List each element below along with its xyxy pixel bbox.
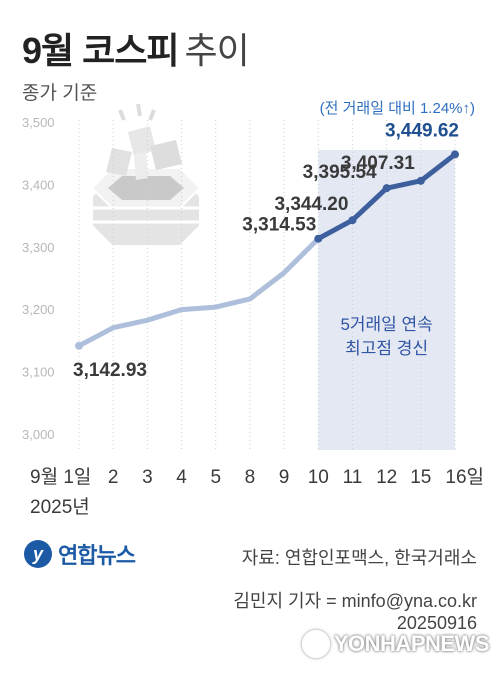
change-annotation: (전 거래일 대비 1.24%↑) <box>320 100 475 117</box>
data-label: 3,142.93 <box>73 360 147 381</box>
y-tick-label: 3,300 <box>22 240 55 255</box>
series-points <box>75 150 459 350</box>
credit-block: 김민지 기자 = minfo@yna.co.kr 20250916 <box>233 590 477 634</box>
money-box-icon <box>90 103 202 247</box>
chart-title: 9월 코스피 추이 <box>22 22 250 74</box>
data-labels: 3,142.93 3,314.533,344.20 3,395.543,407.31… <box>73 120 459 380</box>
logo-text: 연합뉴스 <box>58 543 136 568</box>
y-tick-label: 3,500 <box>22 115 55 130</box>
data-label: 3,344.20 <box>274 194 348 215</box>
data-point <box>416 176 425 185</box>
data-point <box>348 216 357 225</box>
series-line-before <box>76 236 321 349</box>
x-tick-label: 15 <box>410 467 431 488</box>
x-axis: 9월 1일 2 3 4 5 8 9 10 11 12 15 16일 2025년 <box>30 466 484 518</box>
x-year-label: 2025년 <box>30 496 90 518</box>
x-tick-label: 8 <box>245 467 256 488</box>
source-note: 자료: 연합인포맥스, 한국거래소 <box>241 548 477 568</box>
data-label: 3,407.31 <box>341 153 415 174</box>
x-tick-label: 11 <box>343 467 363 488</box>
watermark-logo-icon <box>301 630 330 658</box>
x-tick-label: 3 <box>142 467 153 488</box>
y-tick-label: 3,400 <box>22 177 55 192</box>
data-label: 3,449.62 <box>385 120 459 141</box>
data-label: 3,395.54 <box>303 162 377 183</box>
yonhap-logo: y 연합뉴스 <box>24 538 136 570</box>
y-tick-label: 3,000 <box>22 427 55 442</box>
x-tick-label: 9월 1일 <box>30 466 91 488</box>
x-tick-label: 4 <box>176 467 187 488</box>
chart-subtitle: 종가 기준 <box>22 83 98 104</box>
x-tick-label: 10 <box>308 467 329 488</box>
chart-grid <box>78 120 456 450</box>
x-tick-label: 12 <box>376 467 397 488</box>
data-point <box>314 234 323 243</box>
publish-date: 20250916 <box>396 613 477 633</box>
title-bold: 9월 코스피 <box>22 30 180 71</box>
yonhap-logo-icon: y <box>24 540 52 568</box>
data-point <box>451 150 459 159</box>
x-tick-label: 5 <box>210 467 221 488</box>
data-point <box>75 341 83 350</box>
y-axis: 3,000 3,100 3,200 3,300 3,400 3,500 <box>22 115 55 442</box>
data-label: 3,314.53 <box>242 215 316 236</box>
x-tick-label: 2 <box>108 467 119 488</box>
x-tick-label: 9 <box>279 467 290 488</box>
watermark: YONHAPNEWS <box>301 630 490 658</box>
reporter-credit: 김민지 기자 = minfo@yna.co.kr <box>233 591 477 611</box>
title-light: 추이 <box>184 30 250 71</box>
y-tick-label: 3,200 <box>22 302 55 317</box>
data-point <box>382 184 391 193</box>
watermark-text: YONHAPNEWS <box>333 631 490 656</box>
x-tick-label: 16일 <box>445 466 484 488</box>
y-tick-label: 3,100 <box>22 365 55 380</box>
